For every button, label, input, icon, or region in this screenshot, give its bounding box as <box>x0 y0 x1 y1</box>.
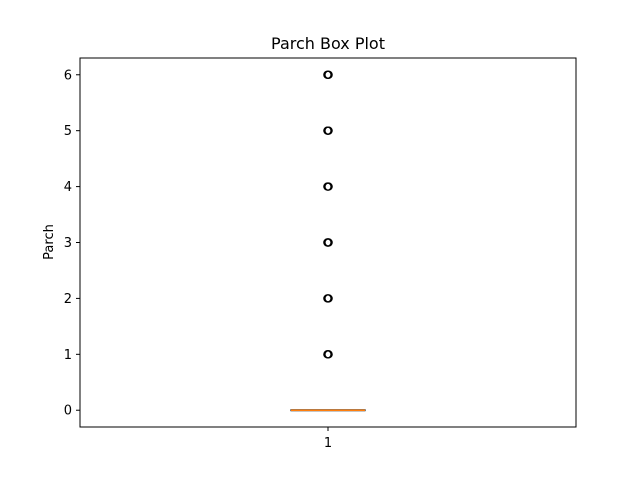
outlier-layer <box>323 70 333 359</box>
y-tick-label: 2 <box>64 292 72 307</box>
outlier-point <box>324 182 333 191</box>
y-tick-label: 5 <box>64 124 72 139</box>
outlier-point <box>324 294 333 303</box>
chart-title: Parch Box Plot <box>271 34 385 53</box>
y-tick-label: 6 <box>64 68 72 83</box>
plot-area <box>79 57 577 428</box>
x-axis: 1 <box>324 427 332 451</box>
y-tick-label: 1 <box>64 348 72 363</box>
outlier-point <box>324 70 333 79</box>
outlier-point <box>324 350 333 359</box>
x-tick-label: 1 <box>324 436 332 451</box>
outlier-point <box>324 126 333 135</box>
y-tick-label: 4 <box>64 180 72 195</box>
y-axis-label: Parch <box>42 224 57 260</box>
box-layer <box>290 409 366 412</box>
outlier-point <box>324 238 333 247</box>
y-tick-label: 3 <box>64 236 72 251</box>
y-axis: 0 1 2 3 4 5 6 <box>64 68 80 419</box>
y-tick-label: 0 <box>64 404 72 419</box>
